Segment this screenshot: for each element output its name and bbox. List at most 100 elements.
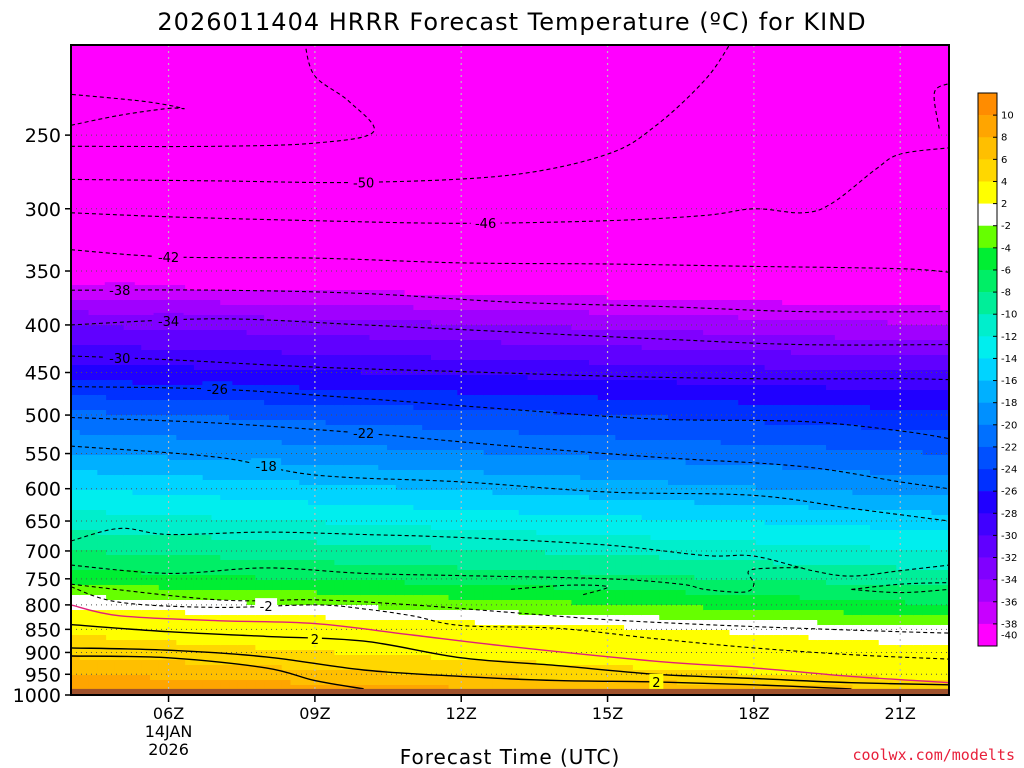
temperature-cell	[281, 195, 292, 201]
temperature-cell	[132, 475, 142, 481]
temperature-cell	[387, 375, 397, 381]
temperature-cell	[299, 450, 309, 456]
temperature-cell	[360, 165, 371, 171]
temperature-cell	[334, 460, 344, 466]
temperature-cell	[281, 470, 292, 476]
temperature-cell	[229, 330, 239, 336]
temperature-cell	[114, 485, 125, 491]
temperature-cell	[343, 465, 353, 471]
temperature-cell	[114, 395, 125, 401]
temperature-cell	[71, 145, 81, 151]
temperature-cell	[325, 350, 335, 356]
temperature-cell	[132, 455, 142, 461]
temperature-cell	[369, 405, 379, 411]
temperature-cell	[378, 345, 388, 351]
temperature-cell	[185, 485, 195, 491]
temperature-cell	[237, 120, 248, 126]
temperature-cell	[360, 645, 371, 651]
temperature-cell	[123, 660, 134, 666]
temperature-cell	[395, 100, 406, 106]
temperature-cell	[158, 340, 169, 346]
temperature-cell	[132, 275, 142, 281]
temperature-cell	[272, 450, 283, 456]
temperature-cell	[360, 50, 371, 56]
temperature-cell	[237, 145, 248, 151]
temperature-cell	[299, 315, 309, 321]
temperature-cell	[360, 495, 371, 501]
temperature-cell	[229, 310, 239, 316]
temperature-cell	[167, 90, 177, 96]
temperature-cell	[176, 45, 186, 51]
temperature-cell	[158, 350, 169, 356]
temperature-cell	[343, 400, 353, 406]
temperature-cell	[308, 415, 318, 421]
temperature-cell	[79, 465, 90, 471]
temperature-cell	[158, 495, 169, 501]
temperature-cell	[202, 60, 213, 66]
temperature-cell	[378, 165, 388, 171]
temperature-cell	[281, 420, 292, 426]
temperature-cell	[264, 60, 274, 66]
temperature-cell	[308, 110, 318, 116]
temperature-cell	[360, 455, 371, 461]
temperature-cell	[378, 65, 388, 71]
temperature-cell	[334, 260, 344, 266]
temperature-cell	[202, 450, 213, 456]
temperature-cell	[387, 220, 397, 226]
temperature-cell	[114, 595, 125, 601]
temperature-cell	[299, 50, 309, 56]
temperature-cell	[264, 375, 274, 381]
temperature-cell	[316, 615, 327, 621]
temperature-cell	[106, 250, 116, 256]
temperature-cell	[211, 565, 221, 571]
temperature-cell	[158, 680, 169, 686]
temperature-cell	[106, 410, 116, 416]
temperature-cell	[193, 650, 204, 656]
temperature-cell	[290, 580, 300, 586]
temperature-cell	[167, 165, 177, 171]
temperature-cell	[229, 105, 239, 111]
temperature-cell	[123, 70, 134, 76]
temperature-cell	[220, 680, 230, 686]
temperature-cell	[272, 155, 283, 161]
temperature-cell	[176, 585, 186, 591]
temperature-cell	[79, 65, 90, 71]
temperature-cell	[97, 315, 107, 321]
temperature-cell	[132, 225, 142, 231]
temperature-cell	[299, 555, 309, 561]
temperature-cell	[395, 265, 406, 271]
temperature-cell	[395, 605, 406, 611]
temperature-cell	[193, 180, 204, 186]
temperature-cell	[404, 130, 415, 136]
temperature-cell	[395, 350, 406, 356]
temperature-cell	[325, 125, 335, 131]
temperature-cell	[97, 495, 107, 501]
temperature-cell	[325, 515, 335, 521]
temperature-cell	[290, 285, 300, 291]
temperature-cell	[150, 500, 160, 506]
temperature-cell	[229, 430, 239, 436]
temperature-cell	[255, 410, 265, 416]
temperature-cell	[193, 150, 204, 156]
temperature-cell	[255, 585, 265, 591]
temperature-cell	[176, 55, 186, 61]
temperature-cell	[378, 315, 388, 321]
temperature-cell	[176, 215, 186, 221]
temperature-cell	[202, 245, 213, 251]
temperature-cell	[255, 310, 265, 316]
temperature-cell	[281, 295, 292, 301]
temperature-cell	[290, 100, 300, 106]
temperature-cell	[229, 135, 239, 141]
temperature-cell	[167, 545, 177, 551]
temperature-cell	[299, 530, 309, 536]
temperature-cell	[211, 355, 221, 361]
temperature-cell	[255, 115, 265, 121]
temperature-cell	[299, 355, 309, 361]
temperature-cell	[229, 375, 239, 381]
temperature-cell	[369, 445, 379, 451]
temperature-cell	[185, 540, 195, 546]
temperature-cell	[71, 660, 81, 666]
temperature-cell	[114, 525, 125, 531]
temperature-cell	[378, 660, 388, 666]
temperature-cell	[220, 165, 230, 171]
